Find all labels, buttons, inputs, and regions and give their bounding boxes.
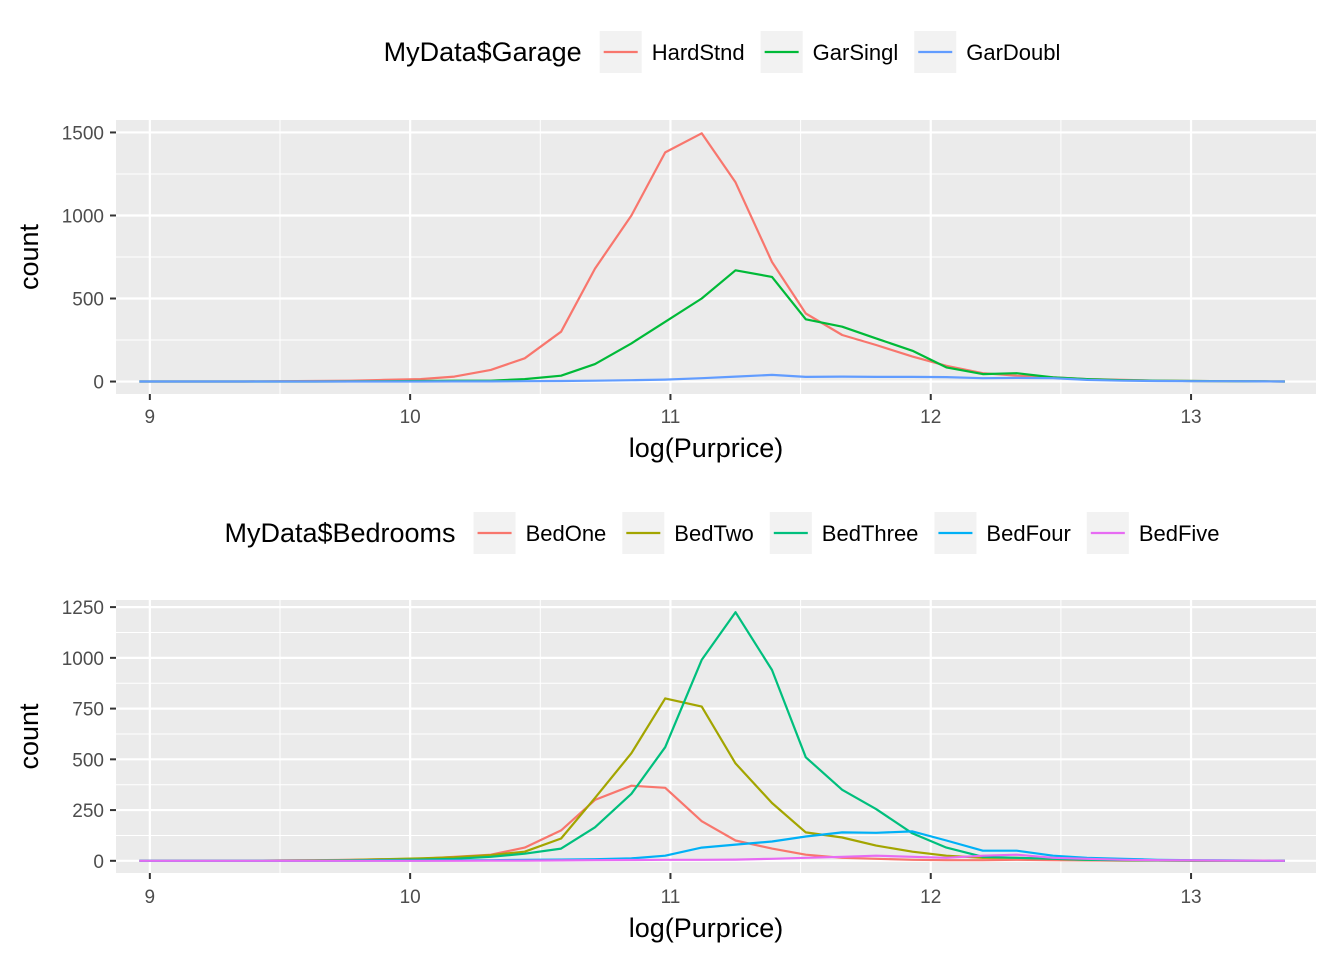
x-tick-label: 11 <box>661 887 681 908</box>
legend-label: BedTwo <box>674 521 754 546</box>
x-tick-label: 9 <box>145 407 156 428</box>
y-tick-label: 750 <box>72 700 104 721</box>
x-tick-label: 9 <box>145 887 156 908</box>
plot-background <box>116 600 1316 873</box>
x-axis-title: log(Purprice) <box>629 433 784 463</box>
series-lines <box>139 611 1285 862</box>
y-tick-label: 1000 <box>62 206 104 227</box>
series-line-bedfive <box>139 853 1285 862</box>
legend-label: GarDoubl <box>966 40 1060 65</box>
y-axis-title: count <box>14 703 44 770</box>
axes: 9 10 11 12 13 0 250 500 750 1000 1250 log(Purprice)… <box>14 598 1202 943</box>
x-tick-label: 10 <box>400 887 421 908</box>
legend-title: MyData$Garage <box>384 37 582 67</box>
legend-title: MyData$Bedrooms <box>224 518 455 548</box>
legend-item-bedfive: BedFive <box>1086 512 1220 554</box>
y-tick-label: 250 <box>72 801 104 822</box>
x-tick-label: 13 <box>1180 407 1201 428</box>
legend-item-bedone: BedOne <box>473 512 607 554</box>
legend-label: BedFour <box>986 521 1070 546</box>
series-lines <box>139 132 1285 383</box>
x-tick-label: 11 <box>661 407 681 428</box>
legend-item-gardoubl: GarDoubl <box>914 31 1060 73</box>
legend: MyData$Garage HardStnd GarSingl GarDoubl <box>384 31 1060 73</box>
y-tick-label: 500 <box>72 290 104 311</box>
x-tick-label: 12 <box>920 407 941 428</box>
y-tick-label: 1250 <box>62 598 104 619</box>
y-axis-title: count <box>14 223 44 290</box>
legend-label: HardStnd <box>652 40 745 65</box>
legend-label: GarSingl <box>813 40 899 65</box>
x-tick-label: 12 <box>920 887 941 908</box>
x-tick-label: 10 <box>400 407 421 428</box>
y-tick-label: 1000 <box>62 649 104 670</box>
legend-item-garsingl: GarSingl <box>760 31 899 73</box>
y-tick-label: 0 <box>93 852 104 873</box>
axes: 9 10 11 12 13 0 500 1000 1500 log(Purprice) count <box>14 123 1202 463</box>
legend-label: BedOne <box>526 521 607 546</box>
gridlines <box>116 120 1316 394</box>
chart-panel-2: 9 10 11 12 13 0 250 500 750 1000 1250 log(Purprice)… <box>14 512 1316 943</box>
chart-panel-1: 9 10 11 12 13 0 500 1000 1500 log(Purprice) count M… <box>14 31 1316 463</box>
legend-label: BedFive <box>1139 521 1220 546</box>
legend-item-bedthree: BedThree <box>769 512 919 554</box>
x-tick-label: 13 <box>1180 887 1201 908</box>
y-tick-label: 1500 <box>62 123 104 144</box>
legend-item-hardstnd: HardStnd <box>599 31 745 73</box>
legend: MyData$Bedrooms BedOne BedTwo BedThree BedFo… <box>224 512 1220 554</box>
legend-item-bedtwo: BedTwo <box>622 512 754 554</box>
x-axis-title: log(Purprice) <box>629 913 784 943</box>
legend-label: BedThree <box>822 521 919 546</box>
series-line-gardoubl <box>139 373 1285 383</box>
legend-item-bedfour: BedFour <box>934 512 1071 554</box>
y-tick-label: 0 <box>93 373 104 394</box>
y-tick-label: 500 <box>72 750 104 771</box>
